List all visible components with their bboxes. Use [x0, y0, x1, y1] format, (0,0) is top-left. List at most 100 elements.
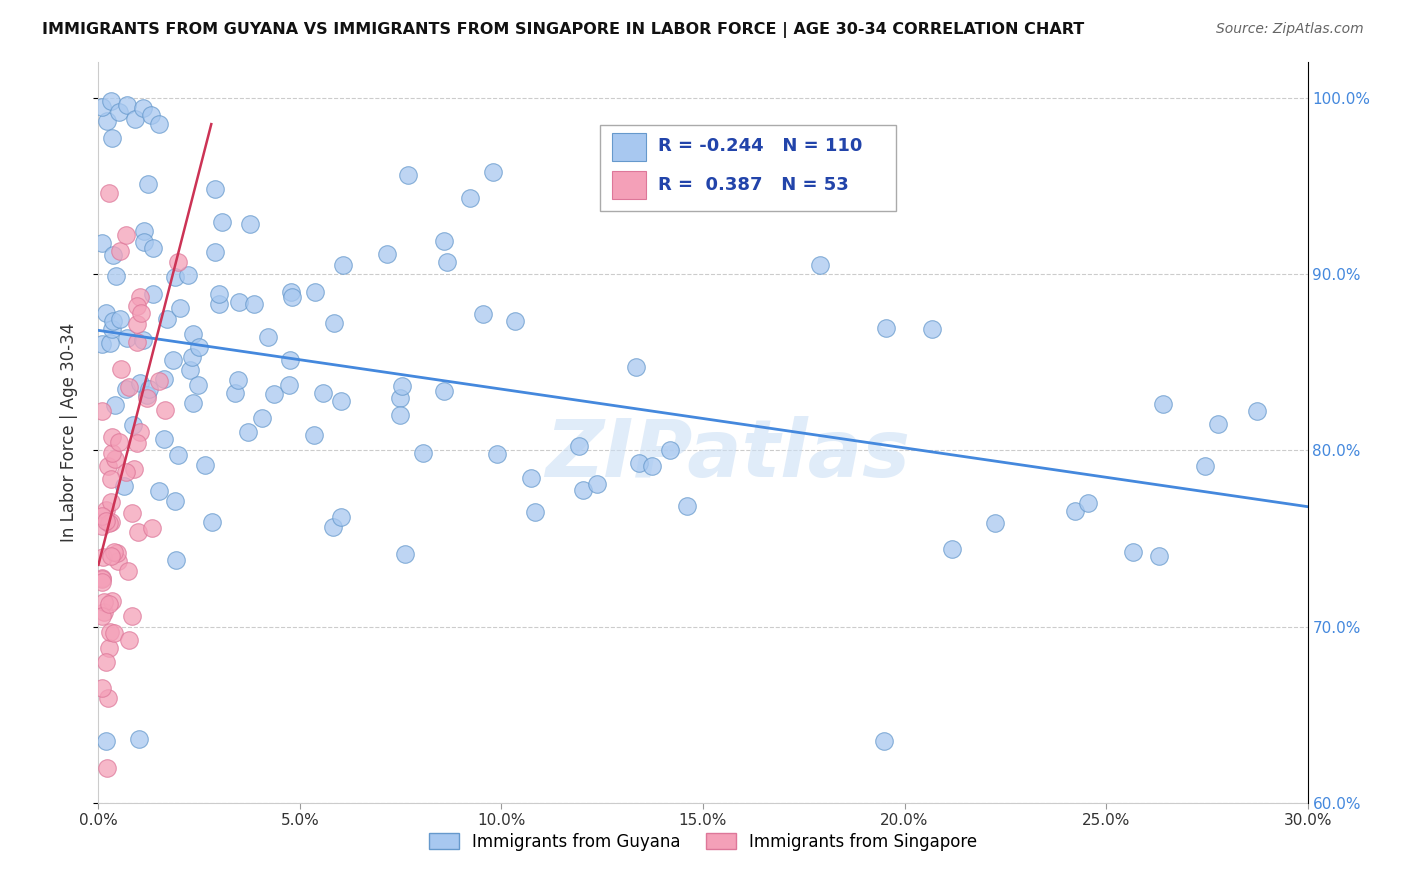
- Immigrants from Guyana: [226, 373, 249, 387]
- Immigrants from Singapore: [100, 429, 122, 443]
- Immigrants from Guyana: [153, 372, 176, 386]
- Immigrants from Guyana: [142, 287, 165, 301]
- Immigrants from Singapore: [98, 186, 121, 201]
- Bar: [613, 171, 647, 200]
- Immigrants from Singapore: [117, 380, 139, 394]
- Immigrants from Guyana: [257, 330, 280, 344]
- Text: R =  0.387   N = 53: R = 0.387 N = 53: [658, 176, 849, 194]
- Immigrants from Guyana: [263, 387, 285, 401]
- Immigrants from Singapore: [107, 554, 129, 568]
- Immigrants from Singapore: [93, 549, 115, 564]
- Immigrants from Singapore: [91, 403, 114, 417]
- Immigrants from Guyana: [659, 442, 682, 457]
- Immigrants from Guyana: [208, 296, 231, 310]
- Immigrants from Singapore: [125, 334, 148, 349]
- Immigrants from Guyana: [165, 553, 187, 567]
- Immigrants from Guyana: [204, 244, 226, 259]
- Immigrants from Guyana: [162, 353, 184, 368]
- Immigrants from Singapore: [91, 609, 114, 624]
- Immigrants from Guyana: [329, 394, 352, 409]
- Immigrants from Guyana: [627, 456, 650, 470]
- Immigrants from Guyana: [132, 334, 155, 348]
- Immigrants from Guyana: [153, 432, 176, 446]
- Immigrants from Guyana: [482, 165, 505, 179]
- Immigrants from Guyana: [101, 248, 124, 262]
- Immigrants from Guyana: [181, 326, 204, 341]
- Immigrants from Guyana: [228, 295, 250, 310]
- Immigrants from Guyana: [128, 732, 150, 747]
- Immigrants from Guyana: [142, 241, 165, 255]
- Immigrants from Guyana: [505, 313, 527, 327]
- Immigrants from Guyana: [104, 398, 127, 412]
- Immigrants from Guyana: [134, 224, 156, 238]
- Immigrants from Guyana: [91, 235, 114, 250]
- Immigrants from Singapore: [104, 451, 127, 466]
- Immigrants from Guyana: [105, 269, 128, 284]
- Immigrants from Singapore: [127, 525, 149, 540]
- Immigrants from Singapore: [141, 521, 163, 535]
- Immigrants from Guyana: [280, 285, 302, 300]
- Immigrants from Singapore: [93, 605, 115, 619]
- Immigrants from Singapore: [110, 244, 132, 258]
- Immigrants from Guyana: [98, 336, 121, 351]
- Immigrants from Guyana: [436, 255, 458, 269]
- Immigrants from Guyana: [208, 287, 231, 301]
- Immigrants from Guyana: [136, 177, 159, 191]
- Immigrants from Guyana: [941, 542, 963, 557]
- Immigrants from Guyana: [115, 97, 138, 112]
- Immigrants from Guyana: [101, 322, 124, 336]
- Immigrants from Singapore: [153, 402, 176, 417]
- Immigrants from Singapore: [108, 435, 131, 450]
- Immigrants from Guyana: [179, 363, 201, 377]
- Immigrants from Guyana: [676, 499, 699, 513]
- Immigrants from Singapore: [96, 760, 118, 774]
- Immigrants from Guyana: [921, 322, 943, 336]
- Immigrants from Singapore: [117, 564, 139, 578]
- Immigrants from Singapore: [128, 290, 150, 304]
- Immigrants from Guyana: [115, 382, 138, 396]
- Immigrants from Guyana: [433, 384, 456, 399]
- Immigrants from Guyana: [585, 477, 607, 491]
- Immigrants from Guyana: [180, 351, 202, 365]
- Immigrants from Guyana: [211, 215, 233, 229]
- Immigrants from Guyana: [391, 379, 413, 393]
- Immigrants from Guyana: [1077, 496, 1099, 510]
- Immigrants from Guyana: [138, 382, 160, 396]
- Text: Source: ZipAtlas.com: Source: ZipAtlas.com: [1216, 22, 1364, 37]
- Legend: Immigrants from Guyana, Immigrants from Singapore: Immigrants from Guyana, Immigrants from …: [422, 826, 984, 857]
- Immigrants from Singapore: [129, 425, 152, 440]
- Immigrants from Guyana: [187, 378, 209, 392]
- Immigrants from Singapore: [91, 519, 114, 533]
- Immigrants from Guyana: [486, 447, 509, 461]
- Immigrants from Guyana: [388, 408, 411, 422]
- Immigrants from Guyana: [322, 520, 344, 534]
- Immigrants from Singapore: [98, 597, 121, 611]
- Immigrants from Guyana: [91, 336, 114, 351]
- Immigrants from Guyana: [396, 168, 419, 182]
- Immigrants from Singapore: [91, 508, 114, 523]
- Immigrants from Guyana: [167, 448, 190, 462]
- Immigrants from Singapore: [101, 445, 124, 459]
- Immigrants from Guyana: [129, 376, 152, 391]
- Immigrants from Guyana: [312, 385, 335, 400]
- Immigrants from Singapore: [98, 625, 121, 640]
- Immigrants from Guyana: [412, 446, 434, 460]
- Immigrants from Guyana: [224, 386, 246, 401]
- Immigrants from Guyana: [394, 547, 416, 561]
- Immigrants from Guyana: [115, 331, 138, 345]
- Immigrants from Guyana: [1147, 549, 1170, 563]
- Immigrants from Guyana: [329, 510, 352, 524]
- Immigrants from Guyana: [1246, 404, 1268, 418]
- Immigrants from Guyana: [302, 428, 325, 442]
- Immigrants from Guyana: [1122, 545, 1144, 559]
- Immigrants from Guyana: [169, 301, 191, 315]
- Immigrants from Guyana: [204, 182, 226, 196]
- Immigrants from Singapore: [91, 681, 114, 696]
- Text: ZIPatlas: ZIPatlas: [544, 416, 910, 494]
- Immigrants from Guyana: [250, 410, 273, 425]
- Immigrants from Guyana: [177, 268, 200, 283]
- Immigrants from Guyana: [100, 94, 122, 108]
- Immigrants from Singapore: [148, 374, 170, 388]
- Immigrants from Singapore: [100, 495, 122, 509]
- Immigrants from Singapore: [91, 572, 114, 586]
